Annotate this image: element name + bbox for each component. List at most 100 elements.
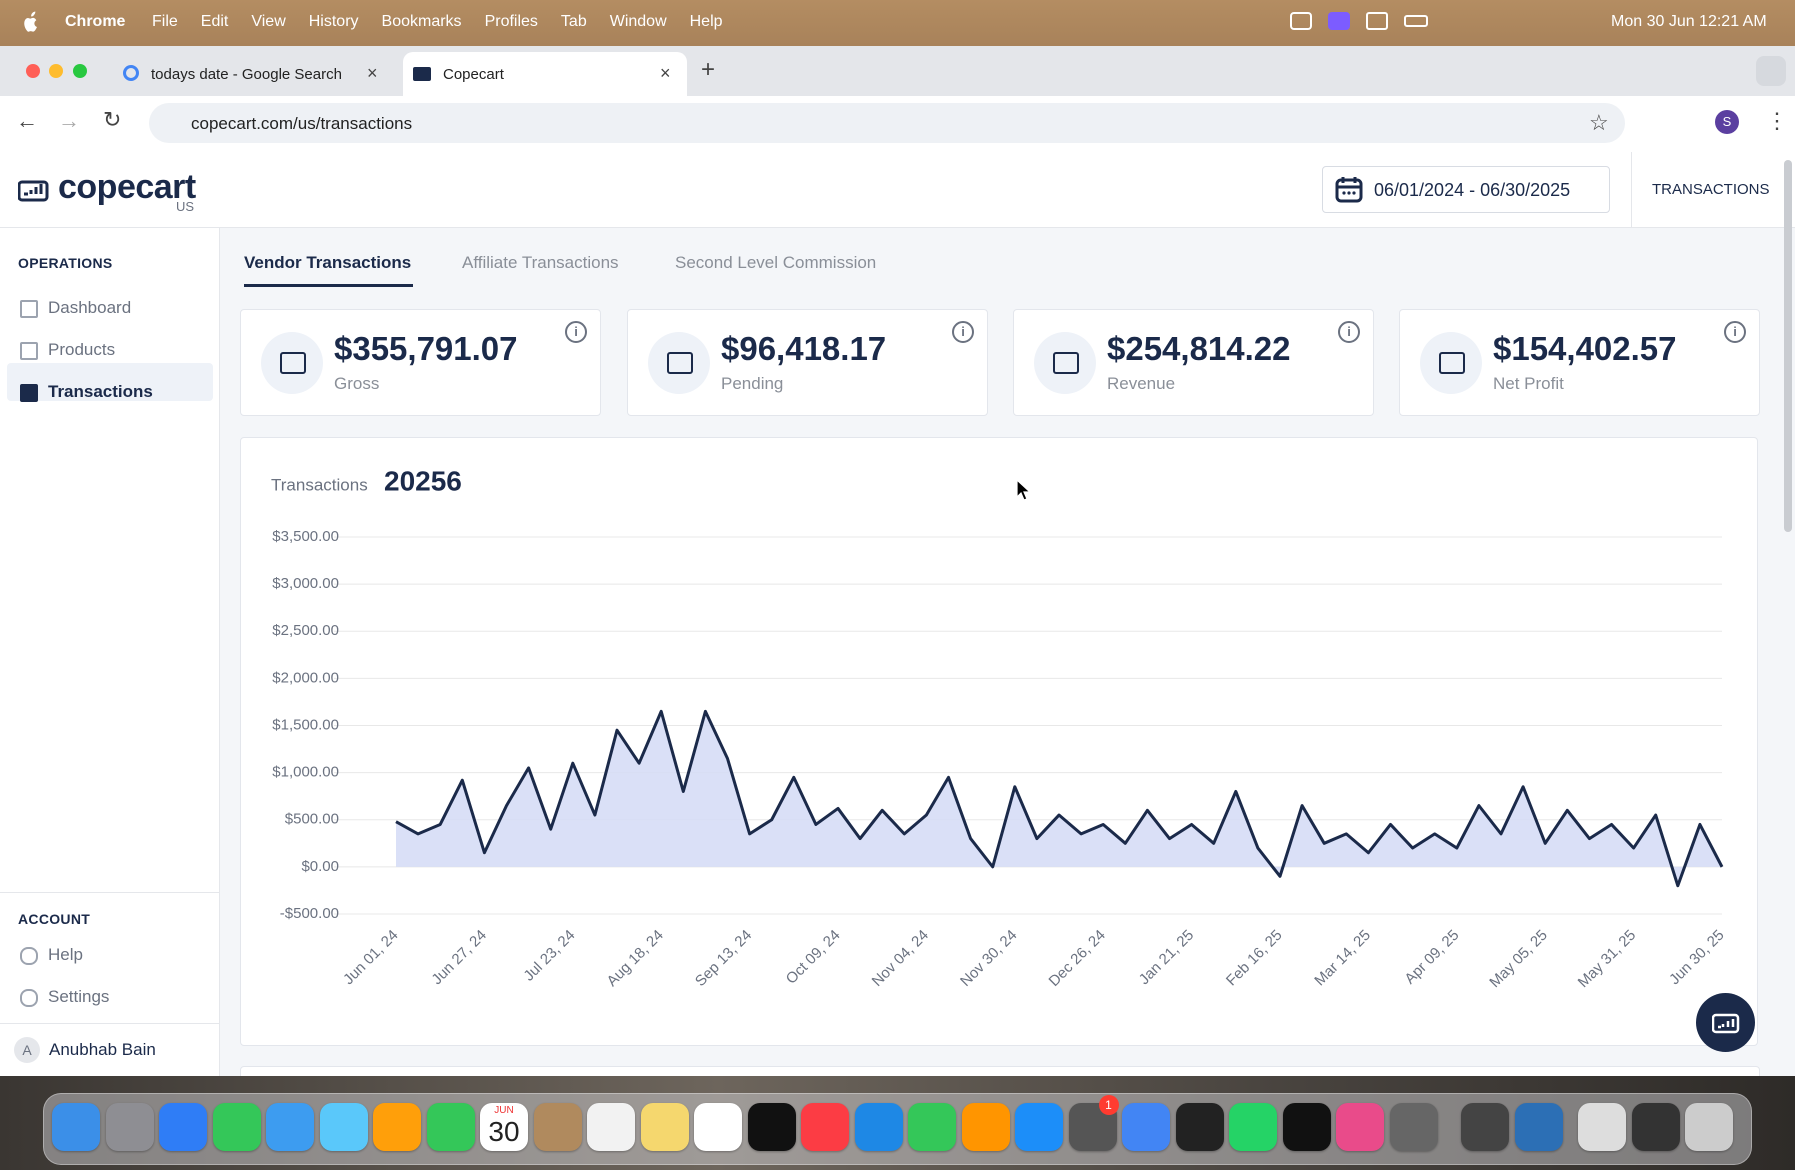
- calendar-day: 30: [488, 1116, 520, 1147]
- info-icon[interactable]: i: [565, 321, 587, 343]
- logo[interactable]: copecart: [58, 168, 196, 206]
- menubar-app[interactable]: Chrome: [65, 13, 126, 30]
- stat-icon: [648, 332, 710, 394]
- browser-menu[interactable]: ⋮: [1766, 108, 1788, 133]
- dock-icon[interactable]: [1514, 1103, 1563, 1151]
- tab-underline: [244, 284, 413, 287]
- menu-item[interactable]: Tab: [560, 13, 587, 30]
- dock-icon[interactable]: [319, 1103, 368, 1151]
- back-button[interactable]: ←: [16, 108, 38, 133]
- browser-tab-active[interactable]: Copecart ×: [403, 52, 687, 96]
- dock-icon[interactable]: [1685, 1103, 1733, 1151]
- stat-label: Revenue: [1107, 374, 1176, 393]
- menubar-clock[interactable]: Mon 30 Jun 12:21 AM: [1611, 13, 1767, 30]
- menu-item[interactable]: Help: [48, 945, 83, 964]
- omnibox[interactable]: copecart.com/us/transactions ☆: [149, 103, 1625, 143]
- nav-link[interactable]: TRANSACTIONS: [1652, 181, 1770, 198]
- battery-icon[interactable]: [1404, 15, 1428, 27]
- menu-item[interactable]: Products: [48, 340, 116, 359]
- menu-item[interactable]: View: [251, 13, 286, 30]
- dock-icon[interactable]: [961, 1103, 1010, 1151]
- stat-icon-glyph: [1053, 352, 1079, 374]
- info-icon[interactable]: i: [1338, 321, 1360, 343]
- info-icon[interactable]: i: [1724, 321, 1746, 343]
- menu-item[interactable]: History: [308, 13, 359, 30]
- dock-icon[interactable]: [52, 1103, 100, 1151]
- tab-favicon: [413, 67, 431, 81]
- dock-icon[interactable]: JUN 30: [480, 1103, 528, 1151]
- tab-close[interactable]: ×: [660, 63, 671, 83]
- menu-item[interactable]: Window: [609, 13, 667, 30]
- dock-icon[interactable]: [640, 1103, 689, 1151]
- menu-item[interactable]: Help: [689, 13, 723, 30]
- apple-logo: [24, 11, 37, 32]
- menu-item[interactable]: Bookmarks: [381, 13, 462, 30]
- dock-icon[interactable]: [1461, 1103, 1509, 1151]
- stat-icon: [261, 332, 323, 394]
- bookmark-star[interactable]: ☆: [1589, 110, 1609, 135]
- dock-icon[interactable]: [266, 1103, 314, 1151]
- dock-icon[interactable]: [1578, 1103, 1626, 1151]
- menu-item[interactable]: Transactions: [48, 382, 153, 401]
- browser-tab[interactable]: todays date - Google Search ×: [115, 52, 395, 96]
- menu-item[interactable]: Dashboard: [48, 298, 132, 317]
- status-icon[interactable]: [1366, 12, 1388, 30]
- tab-search[interactable]: [1756, 56, 1786, 86]
- dock-icon[interactable]: [854, 1103, 903, 1151]
- status-icon[interactable]: [1328, 12, 1350, 30]
- x-tick-label: Aug 18, 24: [604, 927, 667, 990]
- minimize-window[interactable]: [49, 64, 63, 78]
- dock-icon[interactable]: [694, 1103, 742, 1151]
- page-tab[interactable]: Affiliate Transactions: [462, 253, 619, 272]
- dock-icon[interactable]: [373, 1103, 421, 1151]
- tab-favicon: [123, 65, 139, 81]
- dock-icon[interactable]: [587, 1103, 635, 1151]
- dock-icon[interactable]: [1389, 1103, 1438, 1151]
- stat-label: Pending: [721, 374, 784, 393]
- x-tick-label: Nov 04, 24: [869, 927, 932, 990]
- stat-card: $154,402.57 Net Profit i: [1399, 309, 1760, 416]
- logo-region: US: [176, 199, 195, 214]
- chat-button[interactable]: [1696, 993, 1755, 1052]
- profile-avatar[interactable]: S: [1715, 110, 1739, 134]
- dock-icon[interactable]: [1282, 1103, 1331, 1151]
- info-icon[interactable]: i: [952, 321, 974, 343]
- dock-icon[interactable]: [159, 1103, 207, 1151]
- status-icon[interactable]: [1290, 12, 1312, 30]
- dock-icon[interactable]: [908, 1103, 956, 1151]
- menu-item[interactable]: Profiles: [484, 13, 538, 30]
- tab-title: Copecart: [443, 66, 504, 83]
- tab-close[interactable]: ×: [367, 63, 378, 83]
- user-name[interactable]: Anubhab Bain: [49, 1040, 156, 1059]
- menu-icon: [20, 989, 38, 1007]
- page-tab[interactable]: Vendor Transactions: [244, 253, 412, 272]
- dock-icon[interactable]: [1015, 1103, 1063, 1151]
- menu-item[interactable]: File: [152, 13, 178, 30]
- date-range-picker[interactable]: 06/01/2024 - 06/30/2025: [1322, 166, 1610, 213]
- dock-icon[interactable]: [1229, 1103, 1277, 1151]
- new-tab[interactable]: +: [701, 56, 716, 83]
- dock-icon[interactable]: [105, 1103, 154, 1151]
- forward-button[interactable]: →: [58, 108, 80, 133]
- zoom-window[interactable]: [73, 64, 87, 78]
- dock-icon[interactable]: [1122, 1103, 1170, 1151]
- y-tick-label: $3,000.00: [272, 575, 339, 592]
- reload-button[interactable]: ↻: [103, 107, 122, 132]
- dock-icon[interactable]: [801, 1103, 849, 1151]
- dock-icon[interactable]: [1175, 1103, 1224, 1151]
- dock-icon[interactable]: [426, 1103, 475, 1151]
- dock-icon[interactable]: [1336, 1103, 1384, 1151]
- stat-card: $355,791.07 Gross i: [240, 309, 601, 416]
- menu-item[interactable]: Edit: [200, 13, 229, 30]
- stat-value: $96,418.17: [721, 330, 887, 367]
- dock-icon[interactable]: [212, 1103, 261, 1151]
- page-tab[interactable]: Second Level Commission: [675, 253, 877, 272]
- close-window[interactable]: [26, 64, 40, 78]
- dock-icon[interactable]: [1631, 1103, 1680, 1151]
- dock-icon[interactable]: [533, 1103, 582, 1151]
- stat-card: $96,418.17 Pending i: [627, 309, 988, 416]
- x-tick-label: Nov 30, 24: [957, 927, 1020, 990]
- dock-icon[interactable]: 1: [1068, 1095, 1119, 1151]
- dock-icon[interactable]: [747, 1103, 796, 1151]
- menu-item[interactable]: Settings: [48, 987, 110, 1006]
